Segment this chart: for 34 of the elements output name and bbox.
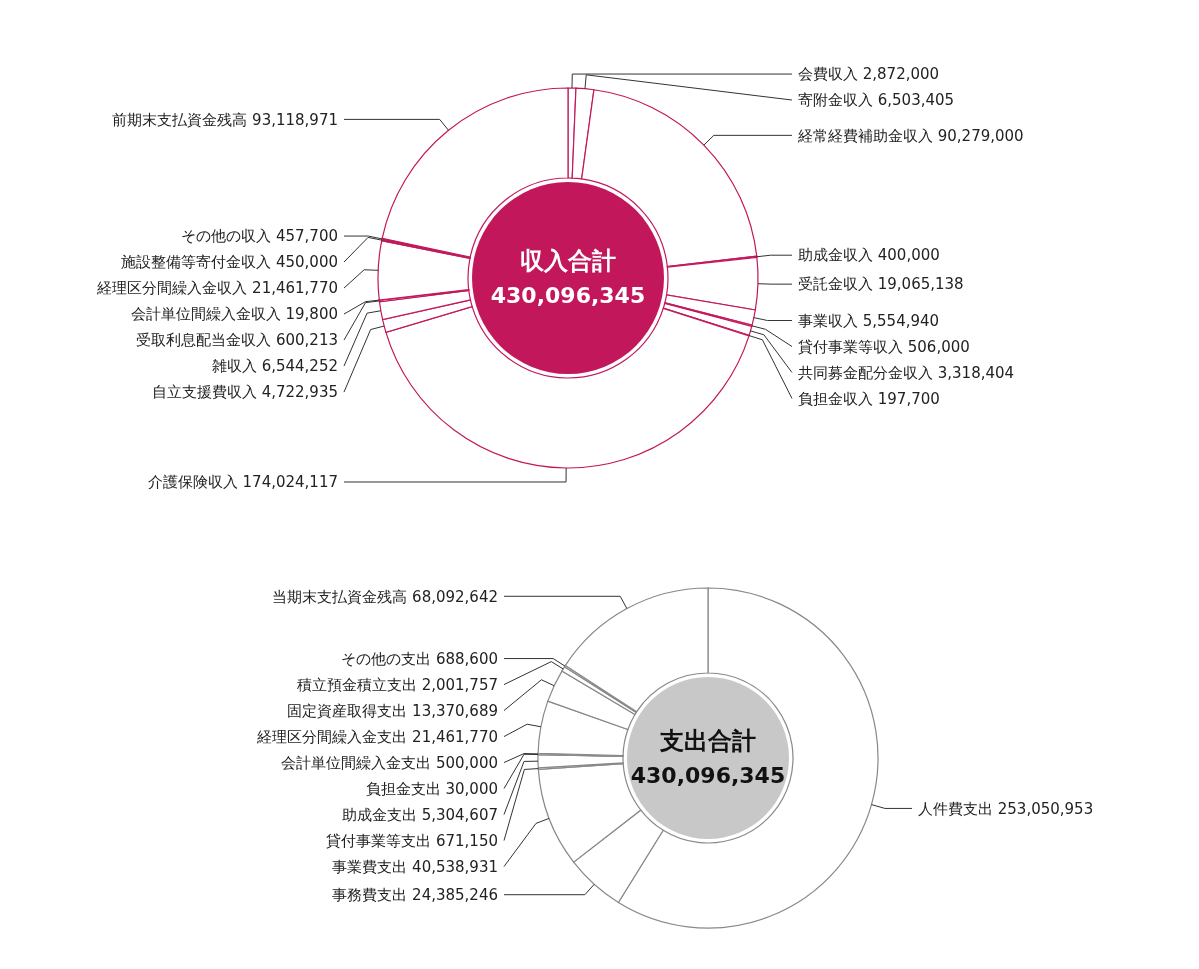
text: 収入合計	[520, 247, 616, 276]
slice-label: 貸付事業等収入 506,000	[798, 337, 970, 356]
slice-label: 事業費支出 40,538,931	[332, 857, 498, 876]
slice-label: 経理区分間繰入金支出 21,461,770	[256, 727, 498, 746]
text: 支出合計	[659, 727, 756, 756]
slice-label: 事業収入 5,554,940	[798, 311, 940, 330]
slice-label: 人件費支出 253,050,953	[918, 799, 1094, 818]
slice-label: 自立支援費収入 4,722,935	[151, 383, 338, 402]
slice-label: 積立預金積立支出 2,001,757	[296, 675, 498, 694]
slice-label: その他の支出 688,600	[341, 649, 498, 668]
slice-label: 貸付事業等支出 671,150	[326, 831, 498, 850]
slice-label: 当期末支払資金残高 68,092,642	[272, 587, 498, 606]
slice-label: 固定資産取得支出 13,370,689	[287, 701, 498, 720]
slice-label: 雑収入 6,544,252	[211, 357, 338, 376]
slice-label: 会費収入 2,872,000	[798, 65, 940, 84]
slice-label: 会計単位間繰入金収入 19,800	[130, 305, 338, 324]
slice-label: 前期末支払資金残高 93,118,971	[112, 110, 338, 129]
slice-label: 寄附金収入 6,503,405	[798, 91, 955, 110]
slice-label: 事務費支出 24,385,246	[332, 885, 498, 904]
slice-label: 経常経費補助金収入 90,279,000	[797, 126, 1024, 145]
slice-label: 会計単位間繰入金支出 500,000	[281, 753, 498, 772]
slice-label: 負担金支出 30,000	[365, 779, 498, 798]
slice-label: 負担金収入 197,700	[798, 389, 940, 408]
slice-label: 共同募金配分金収入 3,318,404	[798, 363, 1015, 382]
slice-label: 受託金収入 19,065,138	[798, 275, 964, 294]
text: 430,096,345	[490, 282, 646, 308]
slice-label: 助成金支出 5,304,607	[341, 805, 498, 824]
slice-label: その他の収入 457,700	[181, 227, 338, 246]
slice-label: 経理区分間繰入金収入 21,461,770	[96, 279, 338, 298]
text: 430,096,345	[630, 762, 786, 788]
slice-label: 介護保険収入 174,024,117	[147, 473, 338, 492]
slice-label: 施設整備等寄付金収入 450,000	[121, 253, 338, 272]
slice-label: 助成金収入 400,000	[798, 246, 940, 265]
slice-label: 受取利息配当金収入 600,213	[136, 331, 338, 350]
